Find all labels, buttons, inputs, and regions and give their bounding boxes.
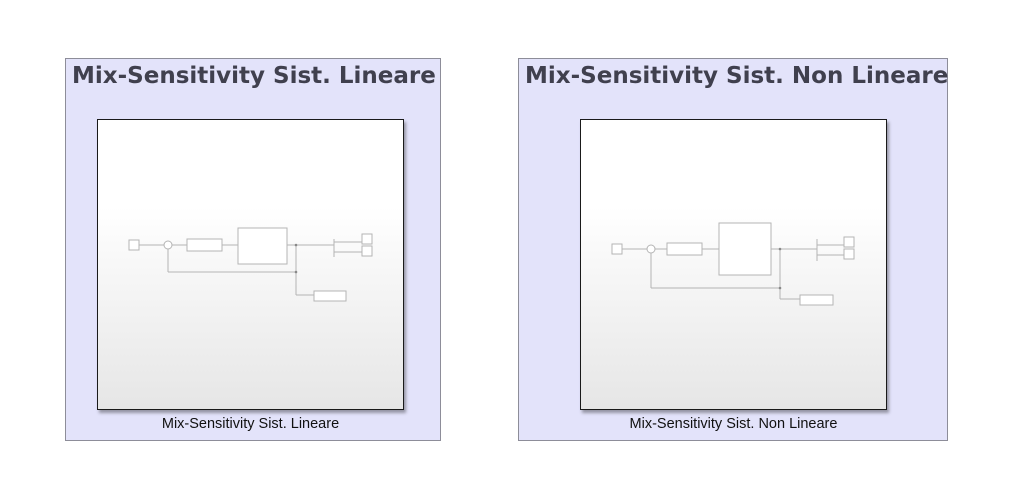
preview-sum (163, 240, 173, 250)
preview-inport (128, 239, 140, 251)
area-title-linear[interactable]: Mix-Sensitivity Sist. Lineare (72, 63, 436, 89)
block-label-nonlinear: Mix-Sensitivity Sist. Non Lineare (629, 416, 838, 432)
area-title-nonlinear[interactable]: Mix-Sensitivity Sist. Non Lineare (525, 63, 949, 89)
block-label-linear: Mix-Sensitivity Sist. Lineare (161, 416, 340, 432)
preview-scope-top (843, 236, 855, 248)
preview-gain (186, 238, 223, 252)
preview-gain (666, 242, 703, 256)
preview-outport (799, 294, 834, 306)
subsystem-preview-nonlinear (611, 222, 855, 306)
preview-sum (646, 244, 656, 254)
preview-inport (611, 243, 623, 255)
subsystem-block-linear[interactable] (97, 119, 404, 410)
preview-scope-bottom (843, 248, 855, 260)
subsystem-block-nonlinear[interactable] (580, 119, 887, 410)
preview-plant (718, 222, 772, 276)
preview-plant (237, 227, 288, 265)
preview-scope-bottom (361, 245, 373, 257)
subsystem-preview-linear (128, 227, 373, 302)
preview-scope-top (361, 233, 373, 245)
preview-outport (313, 290, 347, 302)
